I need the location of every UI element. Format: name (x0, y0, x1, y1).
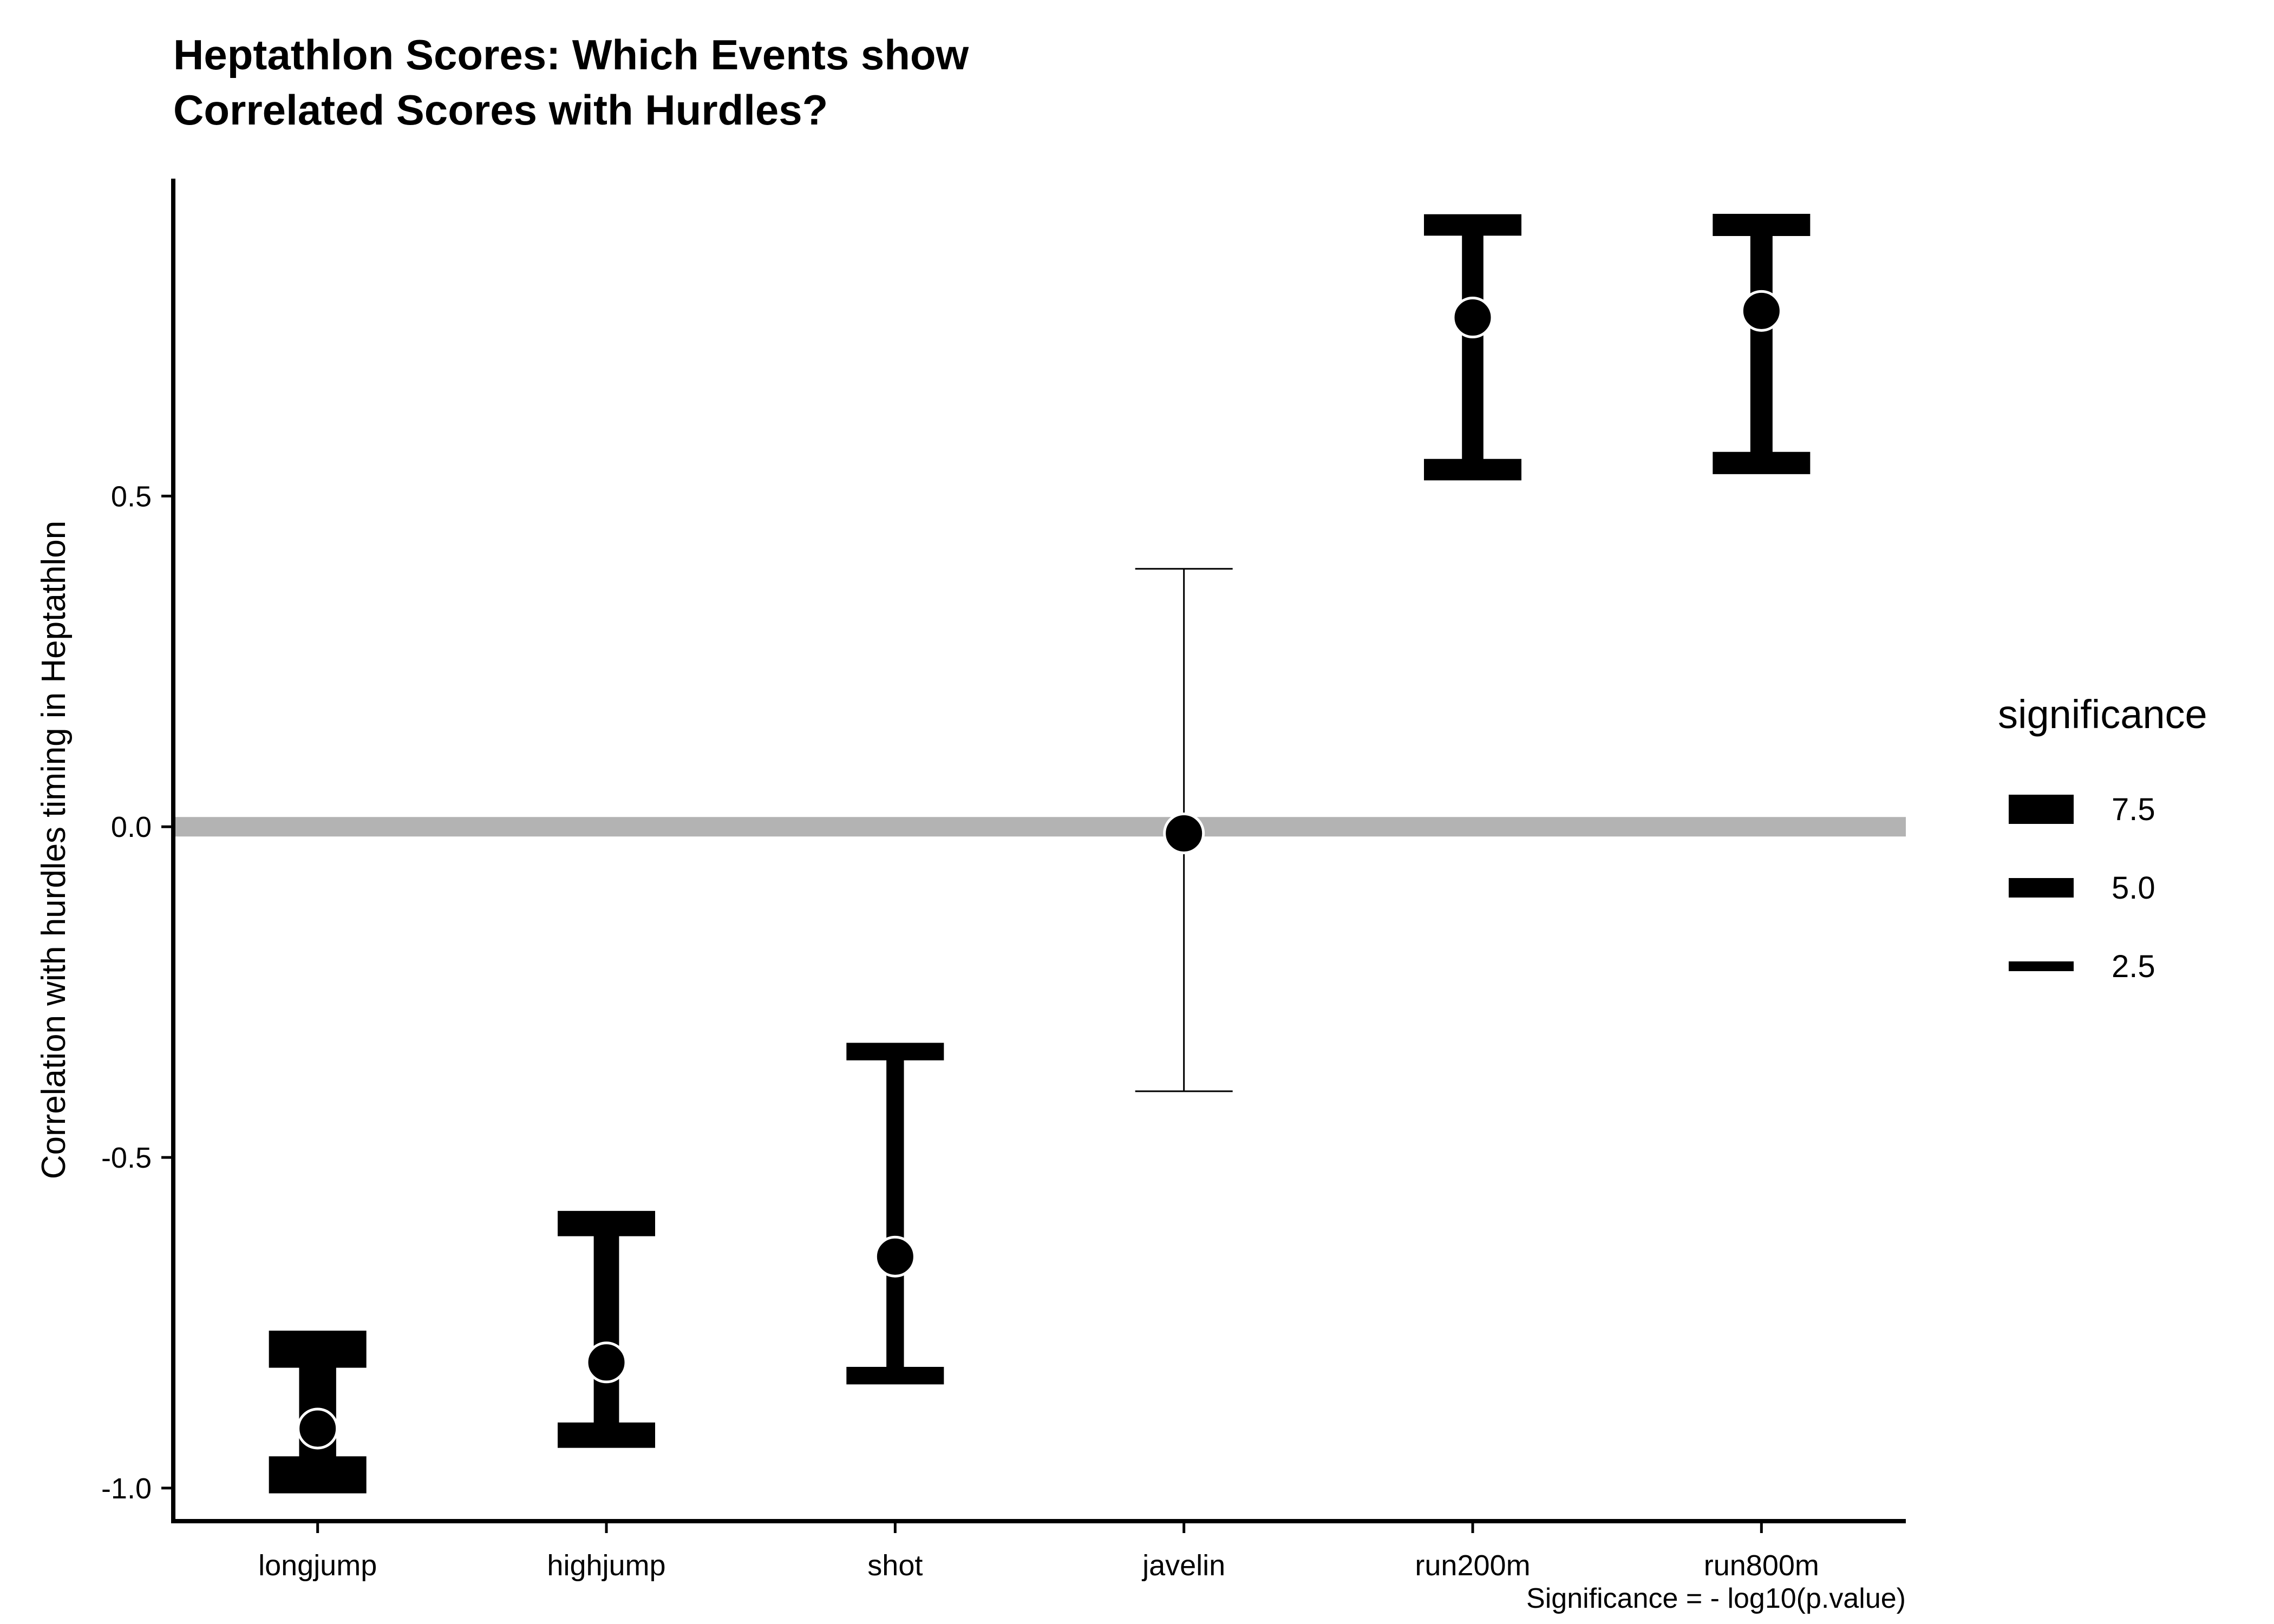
legend-label-2.5: 2.5 (2112, 949, 2155, 984)
x-tick-label-highjump: highjump (547, 1549, 665, 1582)
chart-title-line-2: Correlated Scores with Hurdles? (173, 86, 828, 134)
x-axis-ticks: longjump highjump shot javelin run200m run800… (258, 1521, 1819, 1582)
y-tick-label: -0.5 (101, 1142, 152, 1174)
point-longjump (297, 1407, 339, 1450)
y-tick-label: -1.0 (101, 1472, 152, 1505)
y-axis-ticks: -1.0 -0.5 0.0 0.5 (101, 480, 173, 1505)
x-tick-label-shot: shot (867, 1549, 923, 1582)
point-layer (297, 290, 1782, 1450)
x-tick-label-run200m: run200m (1415, 1549, 1530, 1582)
legend-title: significance (1998, 692, 2207, 737)
chart-caption: Significance = - log10(p.value) (1526, 1583, 1906, 1614)
chart-title-line-1: Heptathlon Scores: Which Events show (173, 31, 969, 78)
errorbar-run800m (1713, 213, 1811, 474)
point-shot (874, 1235, 916, 1278)
point-highjump (585, 1341, 628, 1384)
x-tick-label-run800m: run800m (1704, 1549, 1819, 1582)
x-tick-label-javelin: javelin (1141, 1549, 1225, 1582)
errorbar-highjump (558, 1210, 655, 1448)
legend-label-5.0: 5.0 (2112, 870, 2155, 906)
y-axis-title: Correlation with hurdles timing in Hepta… (35, 521, 73, 1180)
point-javelin (1163, 812, 1205, 854)
point-run800m (1740, 290, 1782, 332)
legend-label-7.5: 7.5 (2112, 792, 2155, 827)
errorbar-layer (269, 213, 1811, 1494)
point-run200m (1452, 297, 1494, 339)
x-tick-label-longjump: longjump (258, 1549, 377, 1582)
errorbar-shot (846, 1043, 944, 1385)
legend: significance 7.5 5.0 2.5 (1998, 692, 2207, 984)
chart-title: Heptathlon Scores: Which Events show Cor… (173, 31, 969, 134)
errorbar-run200m (1424, 214, 1521, 481)
y-tick-label: 0.5 (111, 480, 152, 513)
y-tick-label: 0.0 (111, 811, 152, 843)
